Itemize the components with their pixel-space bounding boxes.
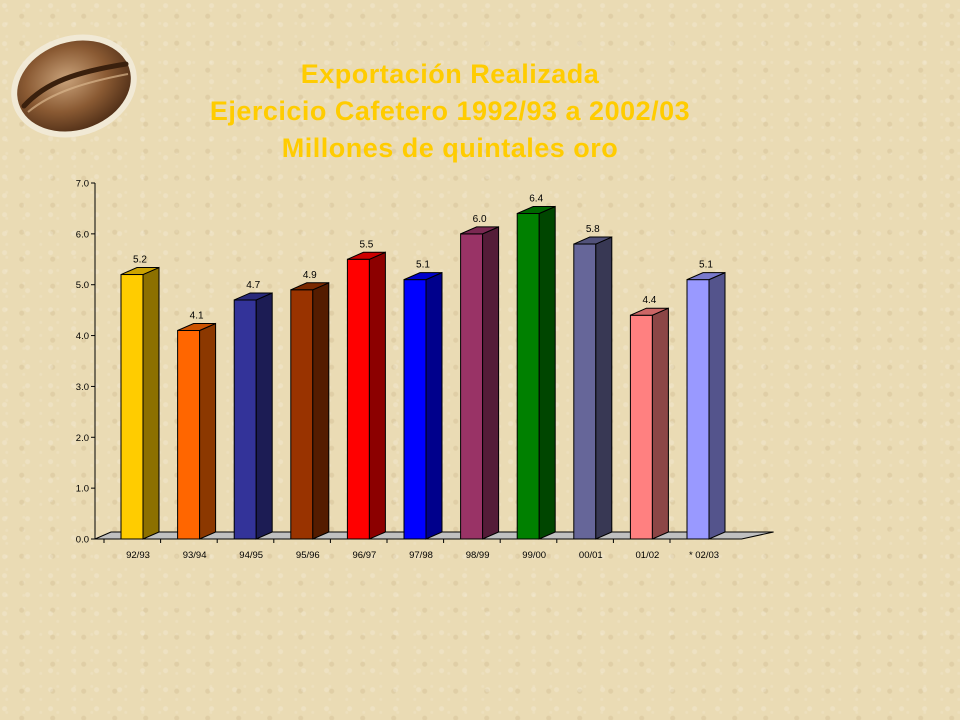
bar-top [233,292,273,301]
x-tick-label: * 02/03 [689,550,719,561]
bar-top [630,307,669,316]
bar [403,279,427,540]
bar-side [651,307,669,540]
x-tick-label: 94/95 [239,550,263,561]
bar-side [708,271,726,540]
bar-top [460,226,499,235]
x-tick-label: 96/97 [353,550,377,561]
data-label: 4.4 [642,295,656,306]
title-line-3: Millones de quintales oro [281,133,619,163]
bar-top [403,272,443,281]
y-tick-label: 1.0 [76,484,89,495]
y-tick-label: 4.0 [76,331,89,342]
x-tick-label: 93/94 [183,550,207,561]
y-tick-label: 0.0 [76,535,89,546]
x-tick-label: 01/02 [636,550,660,561]
y-tick-label: 2.0 [76,433,89,444]
data-label: 5.2 [133,255,147,266]
bar [686,279,710,540]
data-label: 6.4 [529,194,543,205]
bar-side [312,282,330,540]
bar-side [595,236,613,540]
data-label: 4.9 [303,270,317,281]
y-tick-label: 7.0 [76,179,89,190]
bar-side [255,292,273,540]
data-label: 5.5 [359,239,373,250]
x-tick-label: 97/98 [409,550,433,561]
data-label: 5.8 [586,224,600,235]
data-label: 4.1 [190,310,204,321]
bar [573,243,597,540]
y-tick-label: 6.0 [76,229,89,240]
data-label: 5.1 [416,260,430,271]
data-label: 6.0 [473,214,487,225]
bar [460,233,484,540]
y-tick-label: 3.0 [76,382,89,393]
bar-side [482,226,500,540]
x-tick-label: 95/96 [296,550,320,561]
bar [516,213,540,540]
bar-side [142,266,160,540]
bar [233,299,257,540]
bar-side [538,205,556,540]
x-tick-label: 00/01 [579,550,603,561]
x-tick-label: 92/93 [126,550,150,561]
bar-top [347,251,386,260]
title-line-1: Exportación Realizada [300,59,600,89]
x-tick-label: 98/99 [466,550,490,561]
data-label: 5.1 [699,260,713,271]
bar [177,329,201,540]
bar [629,314,653,540]
bar-top [120,267,160,276]
bar-top [573,236,613,245]
bar-side [199,322,217,540]
coffee-bean-icon [11,34,137,138]
bar-side [425,271,443,540]
bar [290,289,314,540]
bar-top [516,206,556,215]
bar-side [368,251,386,540]
bar [120,274,144,540]
bar [346,258,370,540]
chart-title: Exportación Realizada Ejercicio Cafetero… [0,56,900,167]
bar-top [177,322,216,331]
data-label: 4.7 [246,280,260,291]
y-tick-label: 5.0 [76,280,89,291]
bar-top [686,272,726,281]
title-line-2: Ejercicio Cafetero 1992/93 a 2002/03 [209,96,691,126]
x-tick-label: 99/00 [522,550,546,561]
bar-top [290,282,330,291]
